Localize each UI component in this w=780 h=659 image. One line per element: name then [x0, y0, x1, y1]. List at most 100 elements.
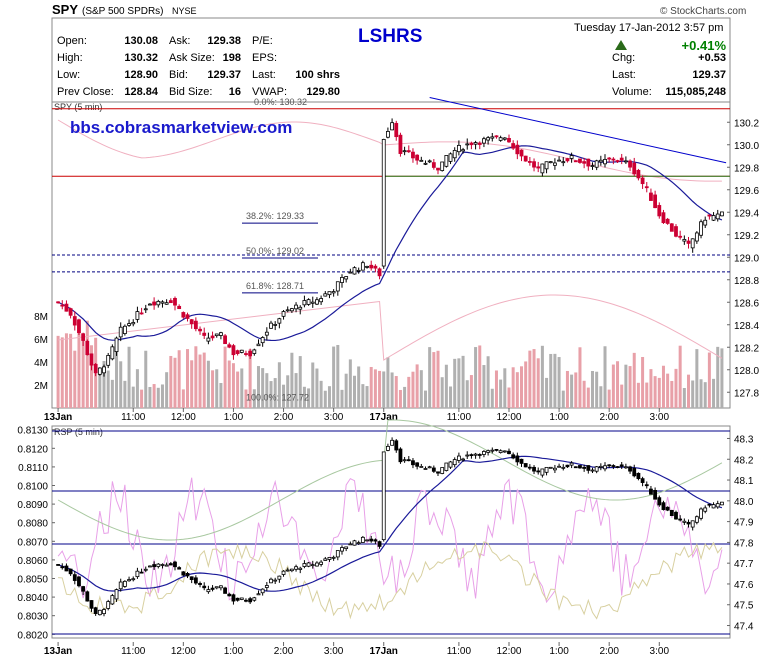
volume-bar [599, 386, 603, 408]
candle-body [77, 576, 81, 587]
y-tick-label-right: 47.4 [734, 622, 754, 633]
volume-bar [340, 389, 344, 408]
x-tick-label: 3:00 [650, 412, 670, 423]
candle-body [114, 589, 119, 600]
header-label: Ask Size: [169, 52, 215, 64]
candle-body [81, 586, 86, 592]
candle-body [494, 449, 499, 451]
volume-tick-label: 2M [34, 381, 48, 392]
header-value: 128.84 [124, 86, 159, 98]
header-label: Open: [57, 35, 87, 47]
candle-body [365, 539, 369, 542]
candle-body [427, 160, 432, 163]
candle-body [707, 503, 712, 506]
volume-bar [394, 376, 398, 408]
volume-bar [369, 366, 373, 408]
candle-body [586, 158, 591, 167]
candle-body [569, 462, 574, 466]
volume-bar [590, 370, 594, 408]
candle-body [419, 466, 424, 468]
volume-bar [444, 364, 448, 408]
candle-body [711, 504, 716, 509]
y-tick-label-left: 0.8080 [17, 519, 48, 530]
candle-body [315, 299, 319, 305]
candle-body [557, 159, 561, 162]
candle-body [394, 440, 399, 451]
candle-body [306, 562, 311, 567]
candle-body [619, 464, 624, 467]
candle-body [720, 501, 724, 506]
candle-body [603, 158, 607, 165]
candle-body [590, 165, 595, 167]
candle-body [164, 564, 169, 567]
candle-body [665, 218, 670, 224]
candle-body [703, 219, 708, 226]
candle-body [694, 516, 699, 523]
candle-body [523, 463, 528, 468]
candle-body [615, 466, 620, 468]
candle-body [97, 609, 102, 616]
candle-body [423, 162, 428, 165]
candle-body [131, 322, 136, 325]
candle-body [502, 450, 507, 453]
y-tick-label: 128.2 [734, 343, 759, 354]
header-value: 100 shrs [295, 69, 340, 81]
candle-body [386, 445, 390, 451]
candle-body [302, 300, 307, 306]
candle-body [715, 213, 720, 220]
x-tick-label: 2:00 [599, 412, 619, 423]
volume-bar [202, 352, 206, 408]
volume-bar [620, 384, 624, 408]
header-panel: SPY (S&P 500 SPDRs) NYSE © StockCharts.c… [51, 2, 746, 103]
y-tick-label-right: 48.2 [734, 455, 754, 466]
volume-bar [461, 355, 465, 408]
candle-body [377, 541, 382, 547]
candle-body [185, 572, 190, 577]
candle-body [227, 344, 232, 348]
price-chart-title: SPY (5 min) [54, 102, 102, 112]
volume-bar [98, 370, 102, 408]
candle-body [431, 162, 436, 168]
volume-bar [574, 372, 578, 408]
candle-body [415, 154, 420, 161]
candle-body [381, 451, 386, 541]
candle-body [644, 484, 649, 487]
candle-body [302, 563, 307, 567]
y-tick-label: 128.4 [734, 321, 759, 332]
volume-bar [586, 387, 590, 408]
header-label: Bid: [169, 69, 188, 81]
candle-body [139, 571, 144, 574]
candle-body [548, 161, 553, 164]
candle-body [335, 281, 340, 292]
candle-body [590, 469, 595, 472]
x-tick-label: 12:00 [171, 412, 196, 423]
candle-body [678, 235, 683, 238]
candle-body [127, 323, 131, 326]
candle-body [598, 159, 603, 163]
candle-body [578, 465, 582, 469]
candle-body [289, 308, 294, 312]
x-tick-label: 12:00 [171, 646, 196, 657]
volume-bar [716, 346, 720, 408]
volume-bar [269, 381, 273, 408]
candle-body [452, 459, 457, 466]
candle-body [127, 579, 131, 582]
candle-body [156, 300, 161, 306]
volume-bar [357, 366, 361, 408]
y-tick-label-right: 47.5 [734, 601, 754, 612]
candle-body [615, 160, 620, 162]
volume-bar [415, 364, 419, 408]
candle-body [515, 144, 520, 155]
y-tick-label: 129.8 [734, 163, 759, 174]
y-tick-label-left: 0.8070 [17, 537, 48, 548]
candle-body [239, 597, 244, 600]
candle-body [89, 600, 94, 609]
candle-body [703, 507, 708, 512]
volume-bar [511, 367, 515, 408]
candle-body [60, 566, 65, 569]
volume-bar [490, 388, 494, 408]
trendline [429, 97, 727, 164]
header-label: Low: [57, 69, 80, 81]
candle-body [594, 466, 599, 472]
candle-body [340, 547, 344, 552]
